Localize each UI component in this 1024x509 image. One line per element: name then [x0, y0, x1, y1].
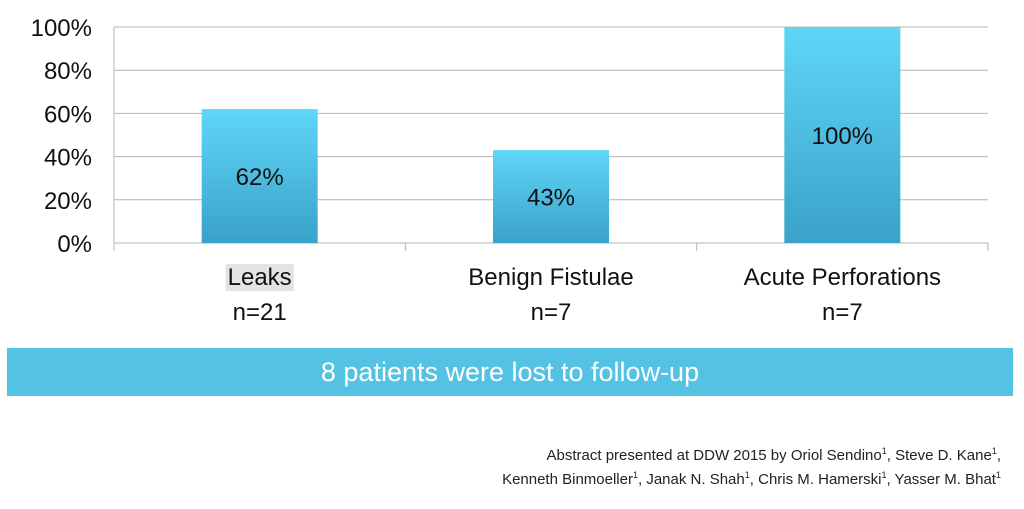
- category-highlight: [225, 264, 294, 291]
- bar: [493, 150, 609, 243]
- y-tick-label: 0%: [57, 231, 92, 258]
- author-affiliation: 1: [881, 470, 887, 480]
- data-label: 43%: [527, 185, 575, 212]
- author-affiliation: 1: [991, 446, 997, 456]
- banner-text: 8 patients were lost to follow-up: [320, 356, 700, 387]
- x-category-label: Benign Fistulae: [468, 264, 633, 291]
- author-name: Kenneth Binmoeller: [502, 471, 633, 488]
- y-tick-label: 80%: [44, 58, 92, 85]
- data-label: 100%: [812, 123, 873, 150]
- author-name: Steve D. Kane: [895, 447, 992, 464]
- author-name: Janak N. Shah: [646, 471, 745, 488]
- x-sample-size-label: n=7: [822, 299, 863, 326]
- data-label: 62%: [236, 164, 284, 191]
- bar: [784, 27, 901, 243]
- y-tick-label: 40%: [44, 145, 92, 172]
- credits-line-2: Kenneth Binmoeller1, Janak N. Shah1, Chr…: [502, 470, 1001, 489]
- x-sample-size-label: n=21: [233, 299, 287, 326]
- author-affiliation: 1: [632, 470, 638, 480]
- x-category-label: Acute Perforations: [744, 264, 941, 291]
- author-affiliation: 1: [995, 470, 1001, 480]
- bar: [201, 109, 318, 243]
- credits-line-1: Abstract presented at DDW 2015 by Oriol …: [546, 446, 1001, 465]
- x-category-label: Leaks: [228, 264, 292, 291]
- author-name: Chris M. Hamerski: [758, 471, 882, 488]
- abstract-credits: Abstract presented at DDW 2015 by Oriol …: [301, 444, 1001, 492]
- y-tick-label: 60%: [44, 101, 92, 128]
- y-tick-label: 100%: [31, 15, 92, 42]
- author-name: Yasser M. Bhat: [894, 471, 996, 488]
- follow-up-banner: 8 patients were lost to follow-up: [7, 348, 1013, 396]
- y-tick-label: 20%: [44, 188, 92, 215]
- bar-chart: 0% 20% 40% 60% 80% 100% 62% Leaks n=21 43% Benign …: [31, 15, 989, 326]
- author-affiliation: 1: [744, 470, 750, 480]
- author-name: Oriol Sendino: [790, 447, 882, 464]
- credits-prefix: Abstract presented at DDW 2015 by: [546, 447, 791, 464]
- x-sample-size-label: n=7: [531, 299, 572, 326]
- author-affiliation: 1: [881, 446, 887, 456]
